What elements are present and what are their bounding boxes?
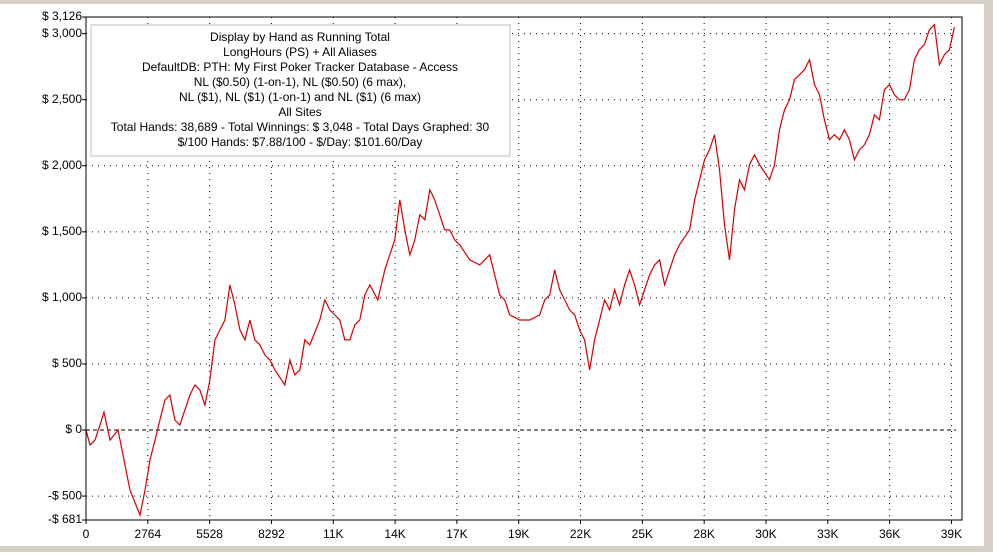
x-tick-label: 14K bbox=[384, 527, 405, 541]
y-tick-label: $ 2,500 bbox=[42, 92, 82, 106]
window-edge bbox=[984, 0, 993, 552]
plot bbox=[85, 23, 955, 518]
info-line: NL ($1), NL ($1) (1-on-1) and NL ($1) (6… bbox=[179, 90, 421, 104]
x-tick-label: 39K bbox=[941, 527, 962, 541]
info-line: Total Hands: 38,689 - Total Winnings: $ … bbox=[111, 120, 490, 134]
info-line: NL ($0.50) (1-on-1), NL ($0.50) (6 max), bbox=[194, 75, 407, 89]
y-tick-label: $ 1,000 bbox=[42, 290, 82, 304]
x-tick-label: 19K bbox=[508, 527, 529, 541]
window-strip bbox=[0, 0, 993, 4]
x-tick-label: 25K bbox=[632, 527, 653, 541]
x-tick-label: 11K bbox=[323, 527, 343, 541]
y-tick-label: $ 500 bbox=[52, 356, 82, 370]
y-tick-label: -$ 681 bbox=[48, 512, 82, 526]
x-tick-label: 0 bbox=[83, 527, 90, 541]
info-box-frame bbox=[90, 24, 511, 157]
data-line bbox=[85, 23, 955, 518]
axes: $ 3,126 $ 3,000 $ 2,500 $ 2,000 $ 1,500 $ 1,0… bbox=[42, 9, 963, 541]
info-box: Display by Hand as Running TotalLongHour… bbox=[90, 24, 511, 157]
x-tick-label: 30K bbox=[755, 527, 776, 541]
x-tick-label: 28K bbox=[693, 527, 714, 541]
x-tick-label: 22K bbox=[570, 527, 591, 541]
y-tick-label: $ 0 bbox=[65, 422, 82, 436]
plot-frame bbox=[85, 16, 963, 521]
info-line: LongHours (PS) + All Aliases bbox=[223, 45, 377, 59]
y-tick-label: $ 3,000 bbox=[42, 26, 82, 40]
y-tick-label: $ 3,126 bbox=[42, 9, 82, 23]
x-tick-label: 8292 bbox=[258, 527, 285, 541]
x-tick-label: 33K bbox=[817, 527, 838, 541]
info-line: DefaultDB: PTH: My First Poker Tracker D… bbox=[142, 60, 458, 74]
y-tick-label: $ 2,000 bbox=[42, 158, 82, 172]
info-line: Display by Hand as Running Total bbox=[210, 30, 390, 44]
x-tick-label: 17K bbox=[446, 527, 467, 541]
x-tick-label: 36K bbox=[879, 527, 900, 541]
info-line: $/100 Hands: $7.88/100 - $/Day: $101.60/… bbox=[178, 135, 423, 149]
window-bottom bbox=[0, 546, 993, 552]
info-line: All Sites bbox=[278, 105, 321, 119]
x-tick-label: 5528 bbox=[196, 527, 223, 541]
y-tick-label: -$ 500 bbox=[48, 488, 82, 502]
y-tick-label: $ 1,500 bbox=[42, 224, 82, 238]
x-tick-label: 2764 bbox=[134, 527, 161, 541]
